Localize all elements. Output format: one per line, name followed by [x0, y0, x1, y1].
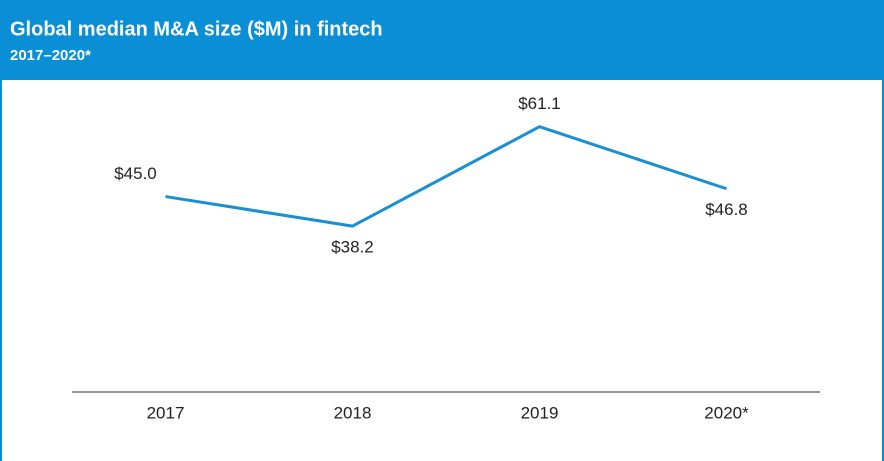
data-label: $45.0: [114, 164, 157, 183]
x-tick-label: 2020*: [704, 403, 749, 422]
header-bar: [0, 0, 884, 80]
data-label: $61.1: [518, 94, 561, 113]
line: [165, 125, 727, 228]
x-tick-label: 2018: [334, 403, 372, 422]
data-label: $38.2: [331, 238, 374, 257]
data-label: $46.8: [705, 200, 748, 219]
x-tick-label: 2019: [521, 403, 559, 422]
x-tick-label: 2017: [147, 403, 185, 422]
chart-title: Global median M&A size ($M) in fintech: [10, 18, 383, 40]
chart-subtitle: 2017–2020*: [10, 47, 91, 64]
